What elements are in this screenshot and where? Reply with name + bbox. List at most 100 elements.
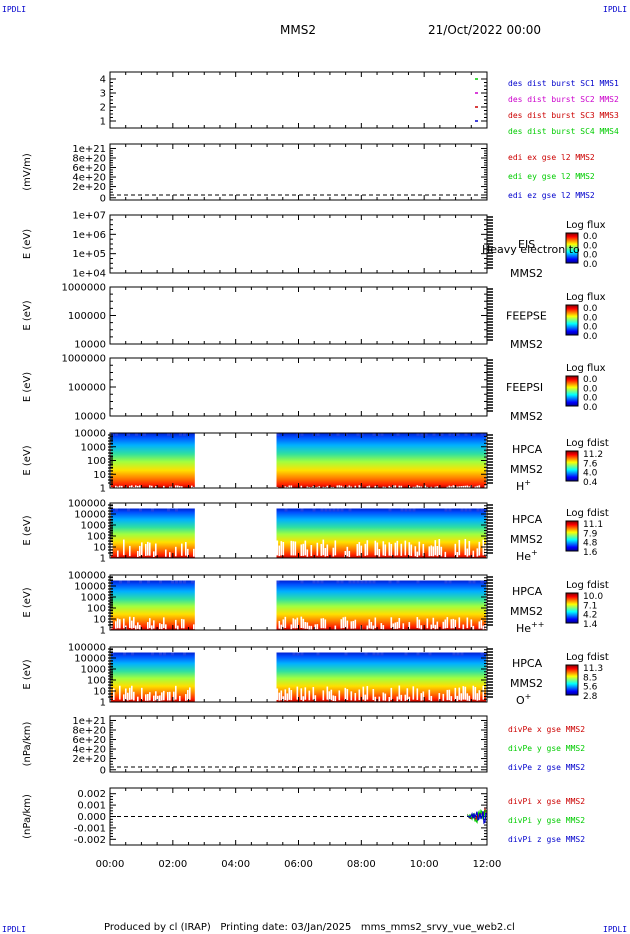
- no-data-pixel: [374, 540, 377, 556]
- no-data-pixel: [408, 486, 411, 488]
- data-pixel: [159, 652, 162, 656]
- legend-entry: edi ex gse l2 MMS2: [508, 153, 595, 162]
- spacecraft-label: MMS2: [510, 533, 543, 546]
- no-data-pixel: [464, 485, 467, 488]
- data-pixel: [292, 652, 296, 656]
- no-data-pixel: [350, 486, 353, 488]
- no-data-pixel: [388, 485, 391, 488]
- no-data-pixel: [462, 686, 465, 700]
- no-data-pixel: [446, 689, 449, 701]
- x-tick-label: 00:00: [96, 859, 125, 870]
- no-data-pixel: [468, 486, 471, 488]
- colorbar-title: Log fdist: [566, 652, 609, 663]
- no-data-pixel: [169, 552, 171, 558]
- no-data-pixel: [458, 617, 461, 629]
- no-data-pixel: [376, 542, 379, 556]
- header-spacecraft: MMS2: [280, 23, 316, 37]
- y-tick-label: 10: [93, 470, 106, 481]
- no-data-pixel: [482, 685, 485, 700]
- no-data-pixel: [364, 694, 367, 701]
- data-pixel: [388, 508, 392, 512]
- no-data-pixel: [408, 542, 411, 556]
- no-data-pixel: [119, 685, 121, 700]
- y-tick-label: 100000: [68, 311, 106, 322]
- no-data-pixel: [358, 542, 361, 556]
- legend-entry: des dist burst SC3 MMS3: [508, 111, 619, 120]
- no-data-pixel: [326, 544, 329, 556]
- no-data-pixel: [113, 688, 115, 700]
- no-data-pixel: [372, 625, 375, 630]
- no-data-pixel: [466, 693, 469, 701]
- data-pixel: [444, 508, 448, 512]
- no-data-pixel: [442, 693, 445, 701]
- no-data-pixel: [430, 624, 433, 630]
- no-data-pixel: [348, 485, 351, 488]
- no-data-pixel: [290, 690, 293, 701]
- y-axis-label: E (eV): [22, 515, 33, 545]
- no-data-pixel: [422, 543, 425, 556]
- no-data-pixel: [310, 544, 313, 557]
- no-data-pixel: [338, 690, 341, 701]
- data-pixel: [444, 580, 448, 584]
- no-data-pixel: [117, 550, 119, 557]
- no-data-pixel: [350, 691, 353, 701]
- no-data-pixel: [404, 540, 407, 556]
- data-pixel: [484, 433, 488, 436]
- no-data-pixel: [157, 695, 159, 702]
- no-data-pixel: [183, 619, 185, 629]
- y-tick-label: 2e+20: [72, 182, 106, 193]
- data-pixel: [159, 580, 162, 584]
- y-tick-label: 1e+06: [72, 230, 106, 241]
- no-data-pixel: [147, 693, 149, 701]
- no-data-pixel: [448, 485, 451, 488]
- no-data-pixel: [296, 617, 299, 629]
- legend-entry: divPi z gse MMS2: [508, 835, 585, 844]
- no-data-pixel: [420, 693, 423, 701]
- no-data-pixel: [278, 545, 281, 557]
- no-data-pixel: [175, 685, 177, 700]
- data-pixel: [316, 580, 320, 584]
- data-pixel: [456, 652, 460, 656]
- data-pixel: [420, 433, 424, 436]
- data-pixel: [167, 433, 170, 436]
- no-data-pixel: [452, 485, 455, 488]
- no-data-pixel: [131, 485, 133, 488]
- no-data-pixel: [414, 546, 417, 557]
- no-data-pixel: [290, 540, 293, 556]
- no-data-pixel: [177, 625, 179, 630]
- no-data-pixel: [474, 687, 477, 700]
- data-pixel: [484, 508, 488, 512]
- data-pixel: [131, 652, 134, 656]
- no-data-pixel: [398, 617, 401, 629]
- colorbar-tick-label: 0.0: [583, 375, 598, 385]
- data-pixel: [404, 508, 408, 512]
- data-pixel: [348, 508, 352, 512]
- no-data-pixel: [185, 694, 187, 701]
- data-pixel: [460, 652, 464, 656]
- no-data-pixel: [334, 540, 337, 556]
- spectrogram-block: [111, 580, 195, 630]
- data-pixel: [300, 508, 304, 512]
- no-data-pixel: [151, 485, 153, 488]
- colorbar-tick-label: 11.2: [583, 450, 603, 460]
- no-data-pixel: [340, 485, 343, 488]
- no-data-pixel: [282, 541, 285, 556]
- no-data-pixel: [324, 619, 327, 629]
- no-data-pixel: [366, 486, 369, 488]
- no-data-pixel: [290, 624, 293, 630]
- y-tick-label: 3: [100, 89, 106, 100]
- no-data-pixel: [163, 690, 165, 701]
- colorbar: [565, 520, 579, 552]
- data-pixel: [468, 508, 472, 512]
- no-data-pixel: [141, 542, 143, 556]
- data-pixel: [468, 580, 472, 584]
- spacecraft-label: MMS2: [510, 677, 543, 690]
- no-data-pixel: [302, 696, 305, 702]
- no-data-pixel: [446, 486, 449, 488]
- no-data-pixel: [306, 622, 309, 629]
- no-data-pixel: [448, 689, 451, 701]
- colorbar-tick-label: 4.8: [583, 539, 598, 549]
- data-pixel: [432, 433, 436, 436]
- no-data-pixel: [456, 552, 459, 558]
